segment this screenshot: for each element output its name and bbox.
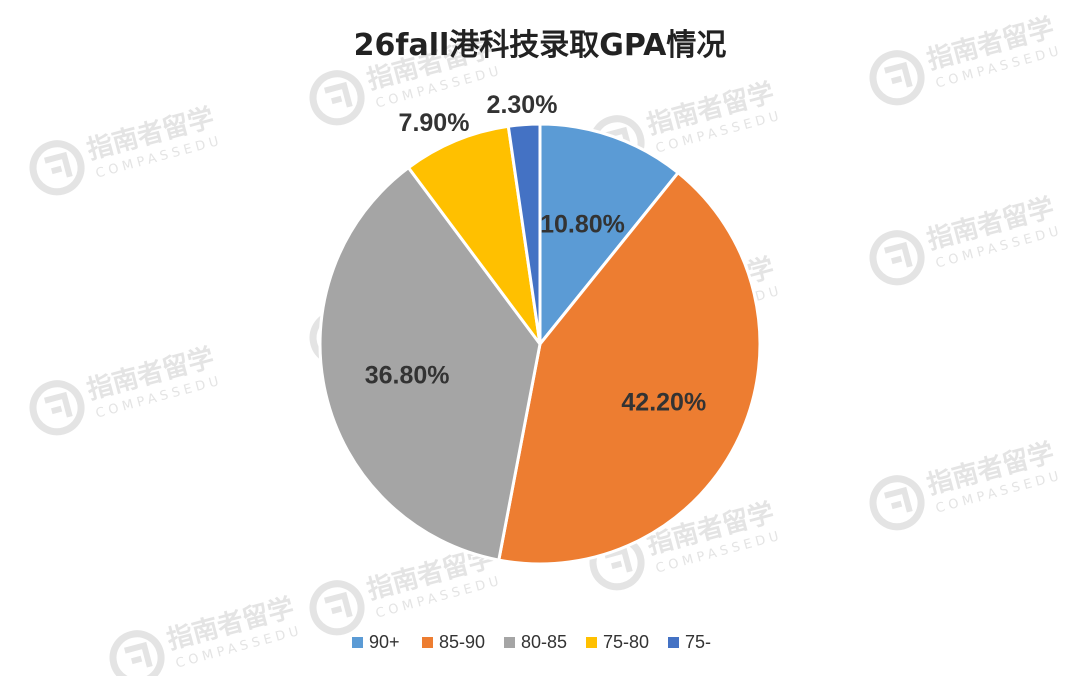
legend-swatch <box>352 637 363 648</box>
data-label: 42.20% <box>621 388 706 416</box>
legend-item: 75- <box>668 632 711 652</box>
legend-item: 85-90 <box>422 632 485 652</box>
legend-swatch <box>422 637 433 648</box>
legend-label: 75-80 <box>603 632 649 652</box>
pie-slice <box>506 122 542 345</box>
legend-item: 75-80 <box>586 632 649 652</box>
data-label: 10.80% <box>540 211 625 239</box>
pie-slice <box>318 165 542 562</box>
legend-label: 90+ <box>369 632 400 652</box>
data-label: 2.30% <box>487 91 558 119</box>
chart-title: 26fall港科技录取GPA情况 <box>354 28 727 63</box>
data-label: 36.80% <box>365 362 450 390</box>
data-labels: 10.80% 42.20% 36.80% 7.90% 2.30% <box>365 91 706 416</box>
legend-swatch <box>504 637 515 648</box>
pie-slice <box>497 170 762 566</box>
legend-label: 75- <box>685 632 711 652</box>
legend-swatch <box>586 637 597 648</box>
legend-label: 85-90 <box>439 632 485 652</box>
data-label: 7.90% <box>399 109 470 137</box>
pie-slices <box>318 122 762 566</box>
legend-label: 80-85 <box>521 632 567 652</box>
legend-swatch <box>668 637 679 648</box>
legend-item: 90+ <box>352 632 400 652</box>
pie-slice <box>406 124 542 345</box>
legend-item: 80-85 <box>504 632 567 652</box>
legend: 90+ 85-90 80-85 75-80 75- <box>352 632 711 652</box>
pie-slice <box>538 122 681 349</box>
